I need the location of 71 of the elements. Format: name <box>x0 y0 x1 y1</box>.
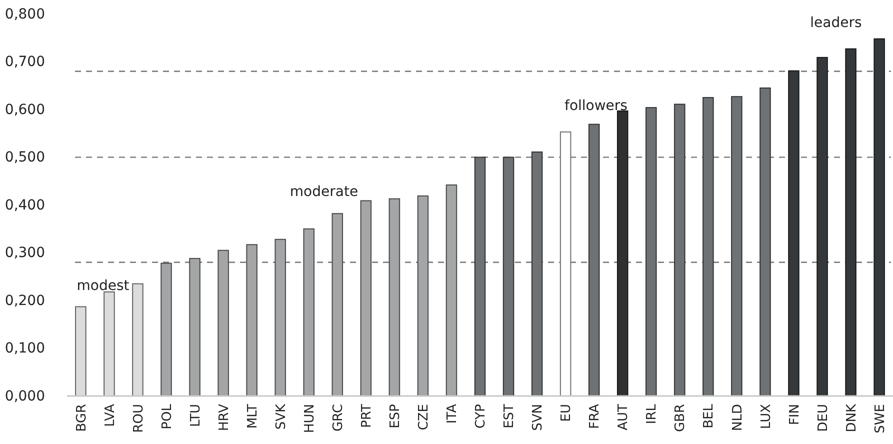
bar <box>160 262 172 396</box>
x-tick-label: FRA <box>588 404 603 429</box>
bar <box>788 70 800 396</box>
bar <box>303 228 314 396</box>
bar <box>218 250 229 396</box>
bar <box>560 131 572 396</box>
x-tick-label: EST <box>502 404 518 428</box>
bar <box>502 156 514 396</box>
bar <box>75 306 86 396</box>
x-tick-label: GRC <box>330 404 346 432</box>
x-tick-label: LTU <box>188 404 204 427</box>
x-tick-label: GBR <box>673 404 688 432</box>
bar <box>531 151 543 396</box>
bar <box>417 195 429 396</box>
x-tick-label: DNK <box>844 404 860 432</box>
annotation: modest <box>76 278 130 294</box>
x-tick-label: CZE <box>416 404 432 430</box>
x-tick-label: PRT <box>359 404 374 428</box>
x-tick-label: HUN <box>302 404 318 434</box>
bar <box>360 200 372 396</box>
annotation: moderate <box>290 184 358 200</box>
bar <box>616 110 628 396</box>
x-tick-label: SWE <box>872 404 888 434</box>
y-tick-label: 0,700 <box>4 54 45 70</box>
x-tick-label: MLT <box>245 404 260 429</box>
x-tick-label: ITA <box>445 404 460 424</box>
x-tick-label: IRL <box>644 403 660 424</box>
y-tick-label: 0,400 <box>4 197 45 214</box>
x-tick-label: ESP <box>388 404 403 428</box>
bar <box>446 184 458 396</box>
bar <box>104 291 115 396</box>
bar <box>388 198 400 396</box>
x-tick-label: AUT <box>616 404 632 430</box>
x-tick-label: POL <box>160 403 175 430</box>
bar <box>816 56 828 396</box>
x-tick-label: SVN <box>530 404 546 431</box>
bar <box>332 213 344 396</box>
x-tick-label: LUX <box>758 404 774 430</box>
x-tick-label: FIN <box>787 404 802 426</box>
bar <box>702 97 714 396</box>
x-tick-label: HRV <box>216 404 232 431</box>
y-tick-label: 0,300 <box>4 245 45 262</box>
x-tick-label: CYP <box>474 404 489 429</box>
x-tick-label: BGR <box>74 404 90 432</box>
y-tick-label: 0,000 <box>4 388 45 404</box>
bar <box>760 88 771 396</box>
bar <box>845 48 856 396</box>
annotation: leaders <box>810 15 862 31</box>
bar <box>246 244 258 396</box>
bar <box>674 104 686 396</box>
y-tick-label: 0,200 <box>4 292 45 309</box>
bar <box>189 258 200 396</box>
bar <box>274 238 286 396</box>
y-tick-label: 0,800 <box>4 6 45 22</box>
bar <box>731 96 742 396</box>
y-tick-label: 0,600 <box>4 102 45 118</box>
bar <box>874 38 885 396</box>
bar <box>588 124 600 396</box>
annotation: followers <box>564 98 628 114</box>
x-tick-label: ROU <box>131 404 146 433</box>
y-tick-label: 0,100 <box>4 340 45 357</box>
bar <box>132 283 144 396</box>
x-tick-label: BEL <box>702 403 717 428</box>
x-tick-label: NLD <box>730 404 746 431</box>
x-tick-label: DEU <box>816 404 831 432</box>
y-tick-label: 0,500 <box>4 150 45 166</box>
x-tick-label: EU <box>559 404 574 422</box>
x-tick-label: LVA <box>102 404 118 427</box>
bar <box>474 156 486 396</box>
x-tick-label: SVK <box>274 404 289 430</box>
bar <box>646 107 657 396</box>
